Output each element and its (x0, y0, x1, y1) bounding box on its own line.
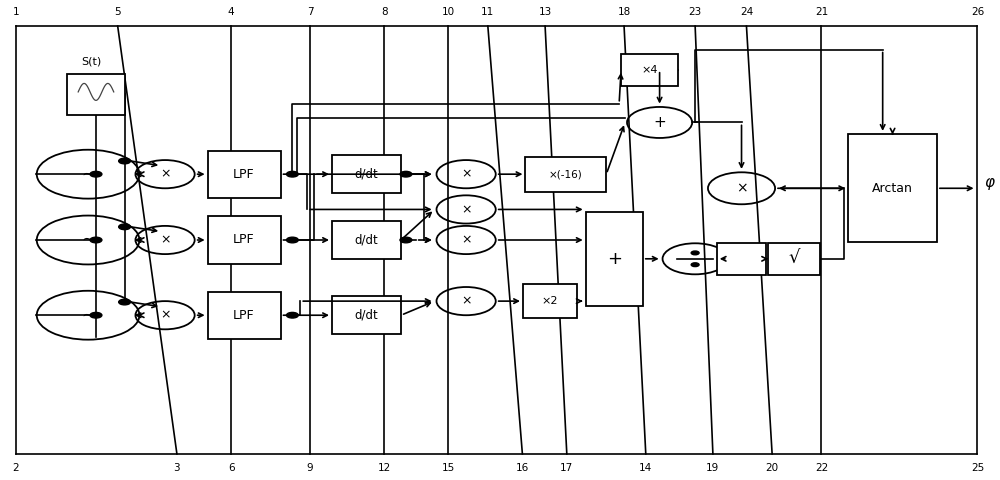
Text: ~: ~ (81, 165, 95, 183)
Circle shape (119, 158, 131, 164)
Text: 21: 21 (815, 7, 828, 17)
Circle shape (119, 224, 131, 229)
Text: d/dt: d/dt (355, 233, 378, 247)
Text: LPF: LPF (233, 233, 255, 247)
Text: 3: 3 (174, 463, 180, 473)
Text: √: √ (788, 249, 800, 267)
Bar (621, 54, 678, 86)
Text: ×: × (160, 168, 170, 180)
Text: ×: × (461, 233, 471, 247)
Text: φ: φ (984, 175, 994, 190)
Bar (717, 243, 766, 275)
Text: ×: × (461, 295, 471, 308)
Bar (586, 212, 643, 306)
Bar (332, 297, 401, 334)
Text: ×: × (461, 168, 471, 180)
Text: 26: 26 (971, 7, 984, 17)
Circle shape (400, 171, 412, 177)
Text: 9: 9 (307, 463, 313, 473)
Circle shape (691, 263, 699, 266)
Text: 16: 16 (516, 463, 529, 473)
Text: 11: 11 (481, 7, 494, 17)
Text: 12: 12 (378, 463, 391, 473)
Text: 13: 13 (538, 7, 552, 17)
Circle shape (286, 312, 298, 318)
Text: ~: ~ (81, 231, 95, 249)
Text: 15: 15 (442, 463, 455, 473)
Bar (208, 151, 281, 198)
Circle shape (400, 237, 412, 243)
Circle shape (119, 299, 131, 305)
Text: 4: 4 (228, 7, 235, 17)
Circle shape (90, 237, 102, 243)
Text: 8: 8 (381, 7, 388, 17)
Bar (525, 156, 606, 192)
Text: 17: 17 (560, 463, 573, 473)
Bar (332, 156, 401, 193)
Bar (67, 73, 125, 115)
Text: ~: ~ (81, 306, 95, 324)
Circle shape (286, 171, 298, 177)
Text: 20: 20 (766, 463, 779, 473)
Text: 10: 10 (442, 7, 455, 17)
Text: 14: 14 (639, 463, 652, 473)
Text: d/dt: d/dt (355, 168, 378, 180)
Text: LPF: LPF (233, 168, 255, 180)
Bar (848, 134, 937, 242)
Text: 7: 7 (307, 7, 313, 17)
Text: 23: 23 (689, 7, 702, 17)
Text: ×2: ×2 (542, 296, 558, 306)
Circle shape (90, 312, 102, 318)
Text: d/dt: d/dt (355, 309, 378, 322)
Bar (768, 243, 820, 275)
Text: ×: × (461, 203, 471, 216)
Bar (208, 216, 281, 264)
Text: 6: 6 (228, 463, 235, 473)
Text: S(t): S(t) (81, 57, 101, 67)
Bar (332, 221, 401, 259)
Text: 24: 24 (740, 7, 753, 17)
Text: 5: 5 (114, 7, 121, 17)
Text: 19: 19 (706, 463, 720, 473)
Text: 1: 1 (13, 7, 19, 17)
Circle shape (286, 237, 298, 243)
Text: LPF: LPF (233, 309, 255, 322)
Circle shape (691, 251, 699, 255)
Text: ×: × (160, 309, 170, 322)
Text: ×(-16): ×(-16) (549, 169, 583, 179)
Circle shape (90, 171, 102, 177)
Text: 25: 25 (971, 463, 984, 473)
Bar (523, 284, 577, 318)
Text: Arctan: Arctan (872, 182, 913, 195)
Text: 2: 2 (13, 463, 19, 473)
Bar (208, 292, 281, 339)
Text: +: + (653, 115, 666, 130)
Text: ×: × (160, 233, 170, 247)
Text: +: + (607, 250, 622, 268)
Text: 22: 22 (815, 463, 828, 473)
Text: ×4: ×4 (641, 65, 658, 75)
Text: 18: 18 (617, 7, 631, 17)
Text: ×: × (736, 181, 747, 195)
